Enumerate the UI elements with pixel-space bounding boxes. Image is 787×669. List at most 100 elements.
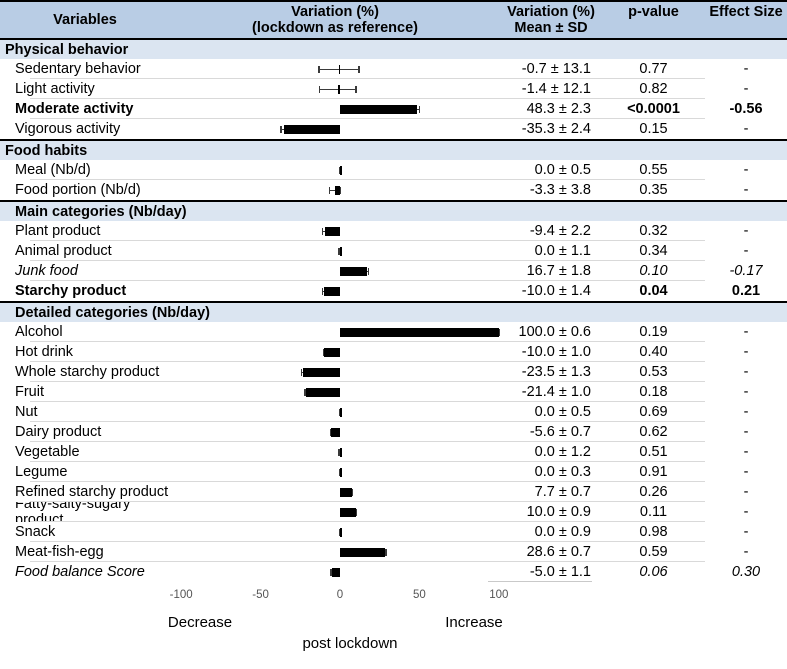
row-label: Fatty-salty-sugary product: [15, 502, 131, 522]
error-whisker-cap: [328, 186, 331, 194]
p-value: 0.19: [639, 324, 668, 340]
variation-plot: [170, 59, 500, 79]
effect-size-value: -: [743, 484, 749, 500]
variation-plot: [170, 442, 500, 462]
variation-plot: [170, 382, 500, 402]
mean-sd-value: 16.7 ± 1.8: [526, 263, 591, 279]
row-label: Vegetable: [15, 444, 80, 460]
p-value: 0.35: [639, 182, 668, 198]
p-value: 0.11: [639, 504, 668, 520]
error-whisker-cap: [338, 468, 341, 476]
variation-plot: [170, 99, 500, 119]
mean-sd-value: -10.0 ± 1.0: [521, 344, 591, 360]
error-whisker-cap: [318, 85, 321, 93]
row-label: Hot drink: [15, 344, 74, 360]
table-row: Light activity -1.4 ± 12.1 0.82 -: [0, 79, 787, 99]
row-label: Meat-fish-egg: [15, 544, 104, 560]
mean-sd-value: 0.0 ± 0.3: [534, 464, 591, 480]
p-value: 0.69: [639, 404, 668, 420]
column-header-variation-line1: Variation (%): [291, 4, 379, 20]
table-row: Sedentary behavior -0.7 ± 13.1 0.77 -: [0, 59, 787, 79]
value-bar: [340, 547, 386, 557]
variation-plot: [170, 322, 500, 342]
error-whisker-cap: [338, 528, 341, 536]
error-whisker-line: [304, 391, 308, 393]
p-value: 0.40: [639, 344, 668, 360]
value-bar: [340, 487, 353, 497]
variation-plot: [170, 221, 500, 241]
value-bar: [337, 84, 340, 94]
p-value: 0.55: [639, 162, 668, 178]
variation-plot: [170, 482, 500, 502]
value-bar: [324, 286, 340, 296]
error-whisker-cap: [338, 448, 340, 456]
p-value: 0.34: [639, 243, 668, 259]
row-label: Refined starchy product: [15, 484, 169, 500]
p-value: 0.98: [639, 524, 668, 540]
table-row: Food portion (Nb/d) -3.3 ± 3.8 0.35 -: [0, 180, 787, 200]
value-bar: [340, 407, 342, 417]
variation-plot: [170, 79, 500, 99]
effect-size-value: -: [743, 404, 749, 420]
value-bar: [340, 165, 342, 175]
mean-sd-value: -5.0 ± 1.1: [529, 564, 591, 580]
variation-plot: [170, 362, 500, 382]
row-label: Vigorous activity: [15, 121, 121, 137]
error-whisker-cap: [322, 348, 325, 356]
row-label: Whole starchy product: [15, 364, 160, 380]
error-whisker-cap: [304, 388, 306, 396]
effect-size-value: -: [743, 61, 749, 77]
error-whisker-cap: [318, 65, 320, 73]
mean-sd-value: -10.0 ± 1.4: [521, 283, 591, 299]
error-whisker-cap: [321, 227, 324, 235]
row-label: Nut: [15, 404, 38, 420]
effect-size-value: -0.56: [729, 101, 763, 117]
table-row: Alcohol 100.0 ± 0.6 0.19 -: [0, 322, 787, 342]
value-bar: [340, 447, 342, 457]
effect-size-value: 0.21: [731, 283, 761, 299]
post-lockdown-label: post lockdown: [302, 635, 398, 652]
table-row: Refined starchy product 7.7 ± 0.7 0.26 -: [0, 482, 787, 502]
table-row: Snack 0.0 ± 0.9 0.98 -: [0, 522, 787, 542]
error-whisker-line: [413, 108, 421, 110]
p-value: <0.0001: [627, 101, 680, 117]
error-whisker-cap: [355, 85, 357, 93]
effect-size-value: -: [743, 504, 749, 520]
error-whisker-cap: [300, 368, 303, 376]
value-bar: [306, 387, 340, 397]
column-header-variation-line2: (lockdown as reference): [252, 20, 418, 36]
mean-sd-value: -1.4 ± 12.1: [521, 81, 591, 97]
table-row: Nut 0.0 ± 0.5 0.69 -: [0, 402, 787, 422]
error-whisker-cap: [339, 186, 341, 194]
effect-size-value: -: [743, 544, 749, 560]
value-bar: [340, 327, 499, 337]
variation-plot: [170, 160, 500, 180]
mean-sd-value: 48.3 ± 2.3: [526, 101, 591, 117]
error-whisker-cap: [351, 488, 354, 496]
p-value: 0.51: [639, 444, 668, 460]
table-row: Starchy product -10.0 ± 1.4 0.04 0.21: [0, 281, 787, 301]
mean-sd-value: 10.0 ± 0.9: [526, 504, 591, 520]
axis-tick-label: -100: [169, 589, 193, 601]
row-label: Dairy product: [15, 424, 102, 440]
p-value: 0.06: [639, 564, 668, 580]
error-whisker-cap: [330, 568, 332, 576]
axis-tick-label: -50: [252, 589, 269, 601]
mean-sd-value: -3.3 ± 3.8: [529, 182, 591, 198]
increase-label: Increase: [445, 614, 503, 631]
row-label: Light activity: [15, 81, 95, 97]
error-whisker-cap: [418, 105, 421, 113]
error-whisker-line: [338, 451, 342, 453]
variation-plot: [170, 502, 500, 522]
variation-plot: [170, 281, 500, 301]
column-header-mean-sd-line2: Mean ± SD: [514, 20, 588, 36]
mean-sd-value: 0.0 ± 1.1: [534, 243, 591, 259]
variation-plot: [170, 241, 500, 261]
effect-size-value: -: [743, 364, 749, 380]
mean-sd-value: -21.4 ± 1.0: [521, 384, 591, 400]
value-bar: [340, 507, 356, 517]
p-value: 0.91: [639, 464, 668, 480]
table-row: Junk food 16.7 ± 1.8 0.10 -0.17: [0, 261, 787, 281]
row-label: Plant product: [15, 223, 101, 239]
